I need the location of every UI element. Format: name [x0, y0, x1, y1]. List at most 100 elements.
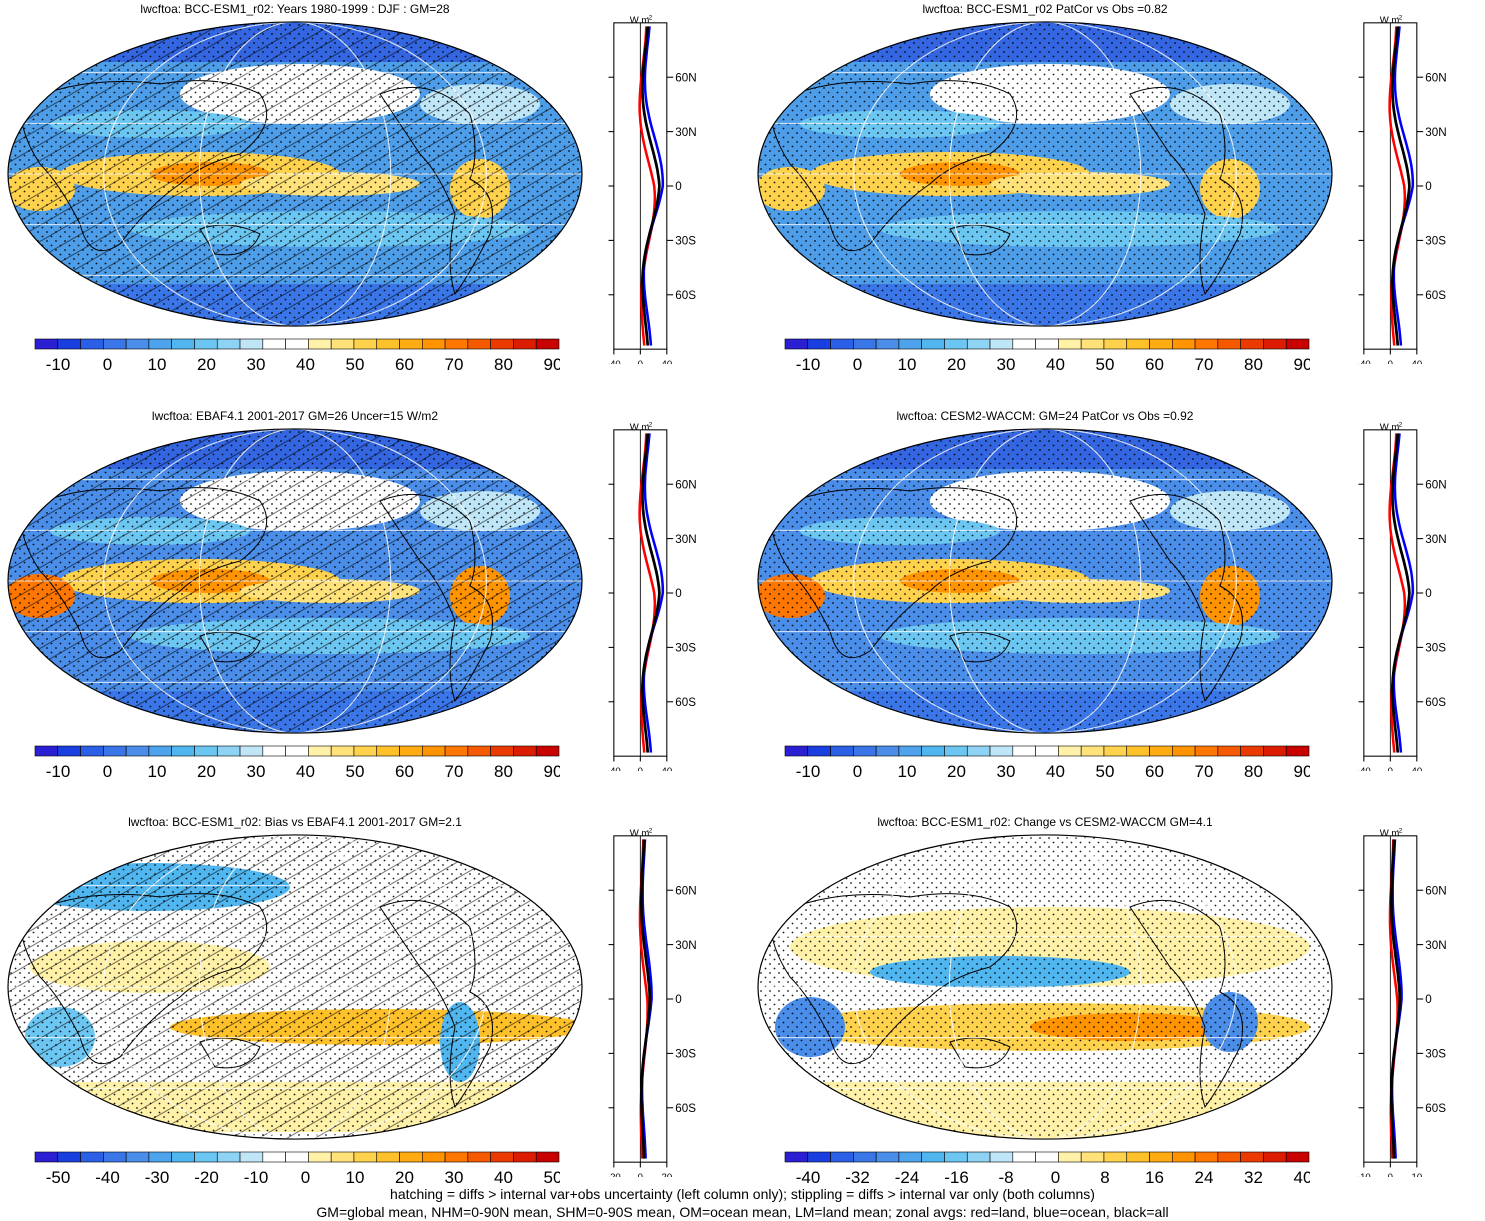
colorbar-swatch	[898, 745, 922, 757]
zonal-lat-tick-label: 60S	[1425, 696, 1446, 709]
colorbar-tick-label: 40	[1046, 355, 1065, 374]
colorbar-tick-label: 60	[395, 355, 414, 374]
colorbar-swatch	[944, 338, 968, 350]
zonal-lat-tick-label: 30S	[675, 1048, 696, 1061]
zonal-unit-superscript: -2	[647, 422, 653, 429]
colorbar-swatch	[490, 1151, 514, 1163]
colorbar-swatch	[80, 1151, 104, 1163]
footer-legend-note: GM=global mean, NHM=0-90N mean, SHM=0-90…	[316, 1204, 1169, 1220]
colorbar-swatch	[1217, 338, 1241, 350]
zonal-value-tick-label: 40	[1412, 766, 1423, 771]
zonal-ocean-curve	[1392, 433, 1415, 753]
colorbar-swatch	[535, 1151, 560, 1163]
zonal-lat-tick-label: 0	[675, 587, 682, 600]
colorbar-swatch	[1035, 338, 1059, 350]
zonal-value-tick-label: -40	[1357, 766, 1371, 771]
colorbar-tick-label: 0	[853, 762, 862, 781]
zonal-all-curve	[1390, 839, 1402, 1159]
colorbar-tick-label: 50	[544, 1168, 560, 1187]
colorbar-swatch	[1194, 1151, 1219, 1163]
zonal-lat-tick-label: 30S	[1425, 642, 1446, 655]
colorbar-swatch	[194, 1151, 218, 1163]
zonal-average-plot: W m-2 60N 30N 0 30S 60S -20 0 20	[607, 828, 697, 1177]
colorbar-swatch	[944, 745, 968, 757]
map-panel: lwcftoa: BCC-ESM1_r02: Bias vs EBAF4.1 2…	[0, 813, 742, 1221]
colorbar-swatch	[376, 1151, 400, 1163]
colorbar: -10 0 10 20 30 40 50 60 70 80 90	[784, 338, 1310, 374]
colorbar-swatch	[285, 338, 309, 350]
robinson-map	[7, 428, 583, 734]
colorbar-tick-label: 10	[148, 762, 167, 781]
panel-title: lwcftoa: CESM2-WACCM: GM=24 PatCor vs Ob…	[896, 409, 1194, 423]
colorbar-swatch	[239, 1151, 264, 1163]
colorbar-swatch	[898, 338, 922, 350]
zonal-unit-label: W m	[1380, 15, 1400, 26]
colorbar-swatch	[467, 338, 491, 350]
zonal-lat-tick-label: 60S	[675, 289, 696, 302]
colorbar-swatch	[1103, 338, 1128, 350]
robinson-map	[757, 834, 1333, 1140]
colorbar-tick-label: 60	[1145, 762, 1164, 781]
zonal-lat-tick-label: 30S	[1425, 1048, 1446, 1061]
colorbar-swatch	[148, 1151, 172, 1163]
colorbar-swatch	[444, 1151, 469, 1163]
colorbar-swatch	[1285, 745, 1310, 757]
colorbar-tick-label: 40	[494, 1168, 513, 1187]
colorbar-tick-label: 0	[301, 1168, 310, 1187]
colorbar-swatch	[103, 745, 127, 757]
colorbar-swatch	[1240, 1151, 1264, 1163]
colorbar: -10 0 10 20 30 40 50 60 70 80 90	[34, 745, 560, 781]
colorbar-swatch	[830, 745, 854, 757]
panel-title: lwcftoa: BCC-ESM1_r02 PatCor vs Obs =0.8…	[922, 2, 1168, 16]
colorbar-swatch	[308, 338, 332, 350]
colorbar-swatch	[285, 745, 309, 757]
zonal-unit-label: W m	[630, 15, 650, 26]
colorbar-swatch	[535, 745, 560, 757]
colorbar: -50 -40 -30 -20 -10 0 10 20 30 40 50	[34, 1151, 560, 1187]
colorbar-swatch	[285, 1151, 309, 1163]
colorbar-swatch	[34, 745, 59, 757]
colorbar-swatch	[1240, 745, 1264, 757]
colorbar-swatch	[1080, 338, 1105, 350]
zonal-all-curve	[1391, 26, 1411, 346]
zonal-lat-tick-label: 30N	[1425, 939, 1446, 952]
zonal-average-plot: W m-2 60N 30N 0 30S 60S -40 0 40	[607, 422, 697, 771]
colorbar-tick-label: 70	[445, 762, 464, 781]
zonal-value-tick-label: 0	[1388, 766, 1393, 771]
colorbar-tick-label: 50	[1096, 355, 1115, 374]
zonal-all-curve	[641, 26, 661, 346]
colorbar-tick-label: 20	[947, 355, 966, 374]
colorbar-tick-label: 16	[1145, 1168, 1164, 1187]
zonal-all-curve	[1391, 433, 1411, 753]
colorbar-swatch	[353, 745, 378, 757]
zonal-lat-tick-label: 60S	[1425, 289, 1446, 302]
colorbar-swatch	[490, 338, 514, 350]
colorbar-tick-label: 8	[1100, 1168, 1109, 1187]
zonal-lat-tick-label: 30N	[675, 126, 696, 139]
zonal-lat-tick-label: 30S	[675, 235, 696, 248]
colorbar-swatch	[399, 338, 423, 350]
zonal-lat-tick-label: 60S	[675, 696, 696, 709]
zonal-unit-superscript: -2	[647, 15, 653, 22]
colorbar-swatch	[1172, 745, 1196, 757]
colorbar-tick-label: 70	[445, 355, 464, 374]
colorbar-swatch	[1194, 338, 1219, 350]
colorbar: -10 0 10 20 30 40 50 60 70 80 90	[34, 338, 560, 374]
colorbar-tick-label: -8	[998, 1168, 1013, 1187]
colorbar-swatch	[57, 745, 81, 757]
zonal-value-tick-label: 10	[1412, 1172, 1423, 1177]
colorbar-swatch	[239, 338, 264, 350]
colorbar-swatch	[784, 1151, 809, 1163]
colorbar-swatch	[239, 745, 264, 757]
robinson-map	[757, 21, 1333, 327]
colorbar-tick-label: 50	[1096, 762, 1115, 781]
colorbar-swatch	[1194, 745, 1219, 757]
colorbar-tick-label: 30	[247, 762, 266, 781]
colorbar-swatch	[1012, 745, 1036, 757]
colorbar-swatch	[966, 338, 991, 350]
colorbar-swatch	[57, 1151, 81, 1163]
colorbar-swatch	[1103, 745, 1128, 757]
colorbar-swatch	[1126, 1151, 1150, 1163]
zonal-value-tick-label: -20	[607, 1172, 621, 1177]
zonal-value-tick-label: -40	[607, 359, 621, 364]
